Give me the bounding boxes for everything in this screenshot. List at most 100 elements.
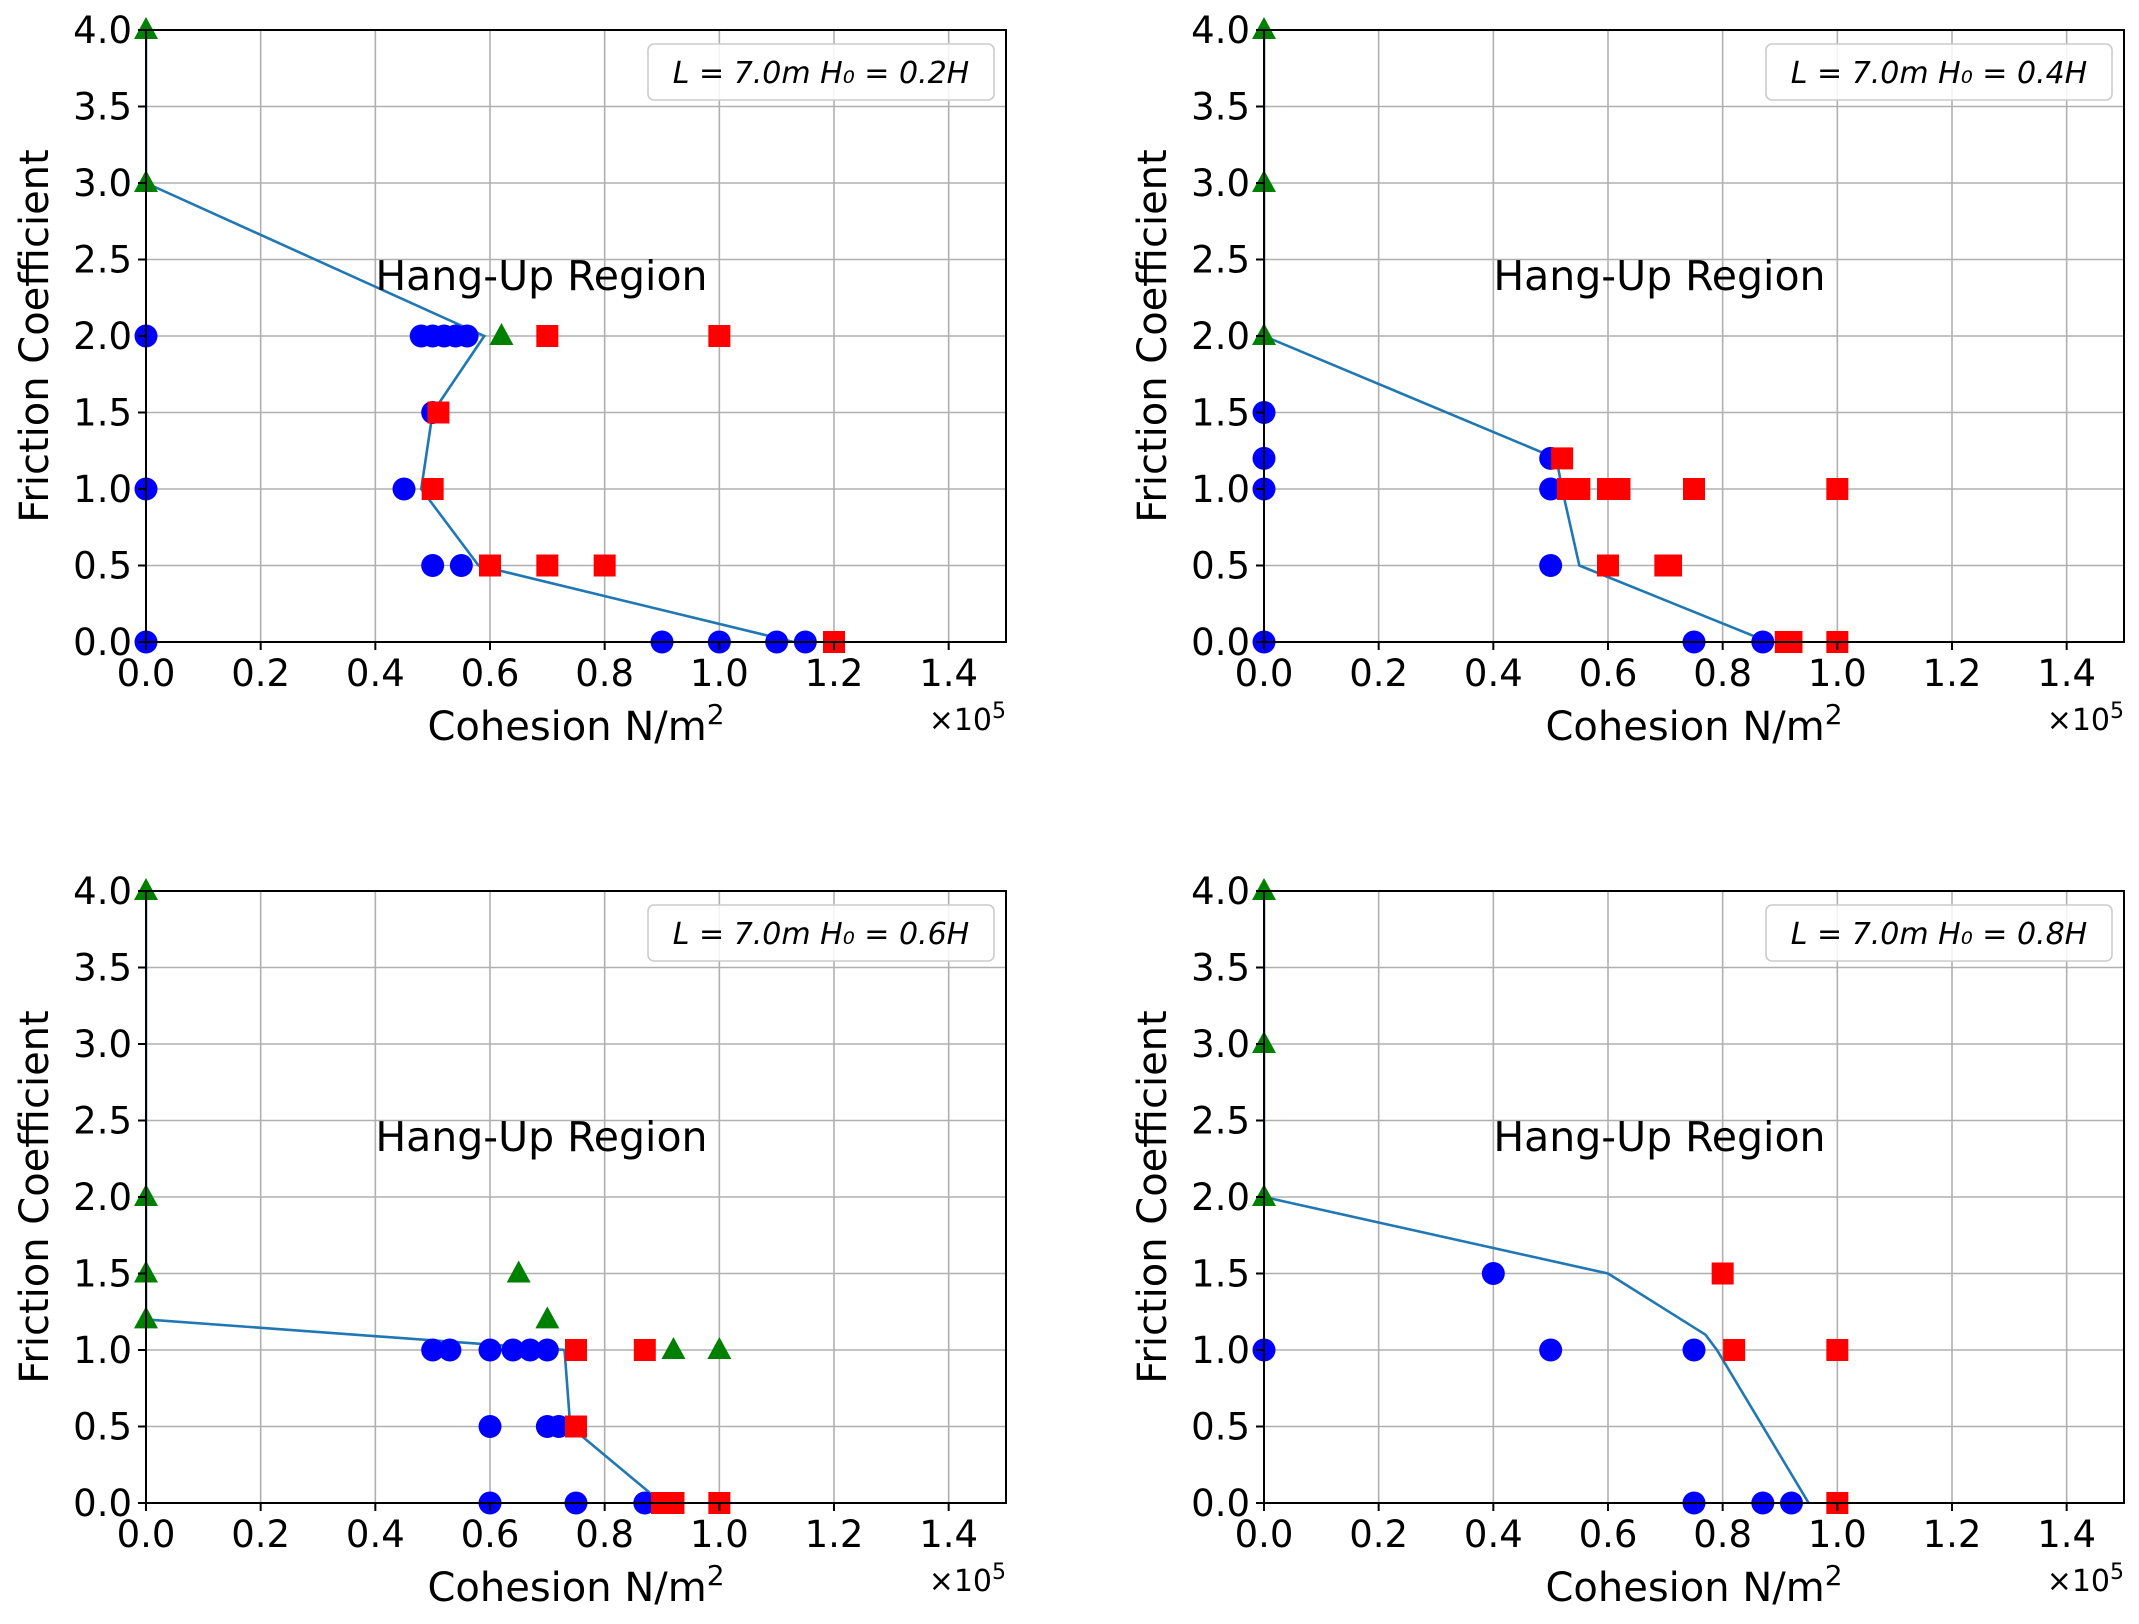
data-point-circle <box>421 1338 445 1362</box>
y-tick-label: 3.5 <box>1191 947 1250 990</box>
y-tick-label: 1.0 <box>73 1329 132 1372</box>
boundary-line <box>1264 891 1810 1503</box>
data-point-circle <box>478 1338 502 1362</box>
y-tick-label: 0.0 <box>1191 1482 1250 1525</box>
x-tick-label: 0.8 <box>575 1513 634 1556</box>
y-tick-label: 0.5 <box>73 545 132 588</box>
legend-label: L = 7.0m H₀ = 0.6H <box>673 917 969 952</box>
y-tick-label: 4.0 <box>1191 870 1250 913</box>
data-point-circle <box>518 1338 542 1362</box>
region-annotation: Hang-Up Region <box>1493 1113 1825 1161</box>
data-point-circle <box>1539 477 1563 501</box>
x-tick-label: 1.2 <box>805 1513 864 1556</box>
legend-label: L = 7.0m H₀ = 0.2H <box>673 56 969 91</box>
data-point-square <box>427 401 450 424</box>
x-axis-label: Cohesion N/m2 <box>427 1559 724 1612</box>
data-point-square <box>565 1415 587 1438</box>
data-point-circle <box>449 554 473 577</box>
y-tick-label: 3.5 <box>1191 86 1250 129</box>
y-tick-label: 2.0 <box>73 1176 132 1219</box>
x-tick-label: 0.4 <box>1464 1513 1523 1556</box>
x-tick-label: 0.0 <box>1235 1513 1294 1556</box>
y-tick-label: 3.5 <box>73 86 132 129</box>
data-point-square <box>1568 478 1591 500</box>
y-tick-label: 3.0 <box>73 1023 132 1066</box>
x-tick-label: 0.2 <box>231 1513 290 1556</box>
x-multiplier: ×105 <box>929 699 1006 739</box>
legend-label: L = 7.0m H₀ = 0.4H <box>1791 56 2087 91</box>
y-axis-label: Friction Coefficient <box>12 1010 58 1383</box>
x-tick-label: 1.2 <box>805 652 864 695</box>
x-tick-label: 0.4 <box>346 652 405 695</box>
y-tick-label: 4.0 <box>73 870 132 913</box>
data-point-square <box>479 554 501 577</box>
data-point-square <box>536 554 559 577</box>
x-axis-label: Cohesion N/m2 <box>1545 1559 1842 1612</box>
y-axis-label: Friction Coefficient <box>12 149 58 522</box>
y-tick-label: 0.5 <box>1191 1406 1250 1449</box>
y-tick-label: 1.0 <box>1191 1329 1250 1372</box>
x-tick-label: 1.0 <box>690 652 749 695</box>
region-annotation: Hang-Up Region <box>1493 252 1825 300</box>
data-point-circle <box>438 1338 462 1362</box>
data-point-circle <box>1539 1338 1563 1362</box>
data-point-square <box>708 325 731 347</box>
region-annotation: Hang-Up Region <box>375 1113 707 1161</box>
x-multiplier: ×105 <box>929 1560 1006 1600</box>
data-point-circle <box>1481 1262 1505 1285</box>
data-point-square <box>421 478 444 500</box>
y-tick-label: 1.5 <box>73 392 132 435</box>
data-point-square <box>1551 447 1574 470</box>
y-tick-label: 0.0 <box>73 621 132 664</box>
data-point-square <box>565 1339 587 1361</box>
data-point-square <box>1723 1339 1746 1361</box>
region-annotation: Hang-Up Region <box>375 252 707 300</box>
x-tick-label: 0.2 <box>1349 1513 1408 1556</box>
x-tick-label: 0.6 <box>1579 652 1638 695</box>
x-tick-label: 1.0 <box>1808 652 1867 695</box>
data-point-triangle <box>134 17 158 39</box>
data-point-triangle <box>506 1260 531 1283</box>
y-tick-label: 2.0 <box>73 315 132 358</box>
x-tick-label: 0.8 <box>1693 652 1752 695</box>
subplot-3: 0.0 0.2 0.4 0.6 0.8 1.0 1.2 1.4 0.0 0.5 1.0 1.5 2.0 2… <box>12 870 1007 1612</box>
subplot-2: 0.0 0.2 0.4 0.6 0.8 1.0 1.2 1.4 0.0 0.5 1.0 1.5 2.0 2… <box>1130 9 2125 750</box>
y-tick-label: 1.5 <box>1191 1253 1250 1296</box>
data-point-circle <box>1682 1338 1706 1362</box>
data-point-triangle <box>1252 17 1276 39</box>
data-point-circle <box>421 554 445 577</box>
data-point-triangle <box>661 1337 686 1359</box>
data-point-triangle <box>535 1306 560 1329</box>
y-tick-label: 4.0 <box>1191 9 1250 52</box>
data-point-square <box>1711 1262 1734 1285</box>
legend-box <box>1765 904 2113 962</box>
data-point-circle <box>547 1415 571 1438</box>
x-tick-label: 1.2 <box>1923 1513 1982 1556</box>
subplot-1: 0.0 0.2 0.4 0.6 0.8 1.0 1.2 1.4 0.0 0.5 1.0 1.5 2.0 2… <box>12 9 1007 750</box>
data-point-square <box>1683 478 1705 500</box>
y-tick-label: 2.5 <box>73 1100 132 1143</box>
y-tick-label: 3.0 <box>73 162 132 205</box>
y-tick-label: 3.5 <box>73 947 132 990</box>
x-tick-label: 1.4 <box>919 1513 978 1556</box>
y-tick-label: 1.5 <box>73 1253 132 1296</box>
x-tick-label: 1.4 <box>2037 1513 2096 1556</box>
y-tick-label: 2.0 <box>1191 1176 1250 1219</box>
x-tick-label: 1.2 <box>1923 652 1982 695</box>
data-point-square <box>1826 1339 1849 1361</box>
x-tick-label: 1.4 <box>2037 652 2096 695</box>
x-tick-label: 0.6 <box>461 1513 520 1556</box>
x-tick-label: 0.6 <box>1579 1513 1638 1556</box>
y-tick-label: 2.0 <box>1191 315 1250 358</box>
y-tick-label: 3.0 <box>1191 162 1250 205</box>
data-point-square <box>1597 554 1619 577</box>
data-point-triangle <box>134 878 158 900</box>
data-point-square <box>633 1339 656 1361</box>
x-tick-label: 0.2 <box>1349 652 1408 695</box>
x-tick-label: 0.0 <box>117 652 176 695</box>
y-tick-label: 3.0 <box>1191 1023 1250 1066</box>
data-point-square <box>1826 478 1849 500</box>
data-point-square <box>593 554 616 577</box>
legend-box <box>1765 43 2113 101</box>
